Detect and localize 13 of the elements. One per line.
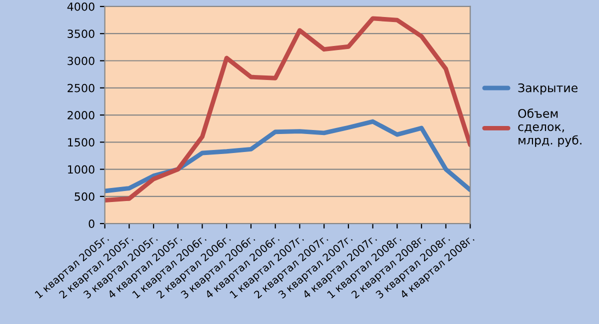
legend-label: Объем сделок, млрд. руб. — [518, 108, 582, 147]
y-tick-label: 4000 — [67, 2, 94, 11]
y-tick-label: 1000 — [68, 165, 94, 174]
line-series — [104, 119, 470, 194]
y-tick-label: 0 — [88, 220, 94, 228]
y-tick-label: 500 — [74, 192, 94, 201]
y-tick-label: 3000 — [68, 56, 94, 66]
y-tick-label: 2500 — [68, 84, 94, 92]
y-tick-label: 1500 — [68, 138, 94, 147]
legend-label: Закрытие — [518, 83, 578, 95]
line-series — [104, 16, 470, 202]
y-tick-label: 3500 — [68, 30, 94, 38]
y-tick-label: 2000 — [68, 110, 94, 120]
